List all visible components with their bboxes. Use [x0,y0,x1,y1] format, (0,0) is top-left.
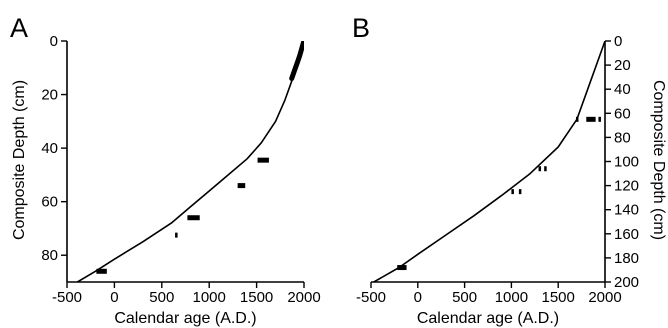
panel-a-y-tick-label: 60 [41,194,58,211]
panel-a-age-model-curve [76,41,304,282]
panel-b-y-tick-label: 140 [614,202,639,219]
panel-b-y-tick-label: 120 [614,178,639,195]
panel-a-x-tick-label: -500 [52,289,82,306]
panel-a-y-tick-label: 20 [41,87,58,104]
panel-a-y-tick-label: 0 [50,33,58,50]
panel-b-x-axis-title: Calendar age (A.D.) [417,310,559,327]
panel-b-dated-sample-2 [518,189,522,195]
panel-b-y-tick-label: 160 [614,226,639,243]
panel-b-dated-sample-5 [575,116,579,122]
panel-a-letter: A [10,13,28,43]
panel-b-dated-sample-6 [586,116,596,122]
panel-b-y-tick-label: 40 [614,81,631,98]
panel-b-dated-sample-4 [544,166,547,172]
panel-a-dated-sample-4 [257,157,269,163]
panel-b-dated-sample-7 [598,116,601,122]
panel-a-dated-sample-2 [187,215,200,221]
panel-a-dated-sample-1 [175,232,178,238]
panel-b-x-tick-label: 2000 [588,289,621,306]
panel-a-y-tick-label: 40 [41,140,58,157]
panel-b-x-tick-label: 0 [414,289,422,306]
panel-b-plot-area [373,41,605,282]
panel-a-y-tick-label: 80 [41,247,58,264]
panel-b-dated-sample-3 [538,166,542,172]
panel-a-dense-dates-segment [289,41,304,81]
panel-a-x-tick-label: 0 [110,289,118,306]
panel-b-y-tick-label: 100 [614,154,639,171]
panel-b-age-model-curve [373,41,605,282]
panel-a-x-tick-label: 1000 [193,289,226,306]
panel-a-x-tick-label: 500 [149,289,174,306]
panel-b-x-tick-label: 1000 [495,289,528,306]
panel-b-y-tick-label: 60 [614,105,631,122]
panel-a-plot-area [76,41,304,282]
panel-b-y-tick-label: 200 [614,274,639,291]
panel-b-x-tick-label: 1500 [542,289,575,306]
panel-a-x-tick-label: 2000 [287,289,320,306]
panel-b-y-tick-label: 0 [614,33,622,50]
panel-b-dated-sample-1 [511,189,514,195]
panel-b: -500 0 500 1000 1500 2000 0 20 40 60 80 100 120 140 16… [352,13,667,327]
panel-b-y-tick-label: 80 [614,129,631,146]
panel-b-y-axis-title: Composite Depth (cm) [650,80,667,240]
panel-b-y-tick-label: 20 [614,57,631,74]
panel-a: -500 0 500 1000 1500 2000 0 20 40 60 80 Calendar ag… [10,13,321,327]
panel-a-x-tick-label: 1500 [240,289,273,306]
panel-b-x-tick-label: -500 [356,289,386,306]
panel-b-dated-sample-0 [397,265,407,271]
panel-b-x-tick-label: 500 [452,289,477,306]
panel-a-y-axis-title: Composite Depth (cm) [11,80,28,240]
panel-a-x-axis-title: Calendar age (A.D.) [114,310,256,327]
panel-b-letter: B [352,13,370,43]
panel-a-dated-sample-3 [237,183,246,189]
panel-b-y-tick-label: 180 [614,250,639,267]
panel-a-dated-sample-0 [96,268,107,274]
